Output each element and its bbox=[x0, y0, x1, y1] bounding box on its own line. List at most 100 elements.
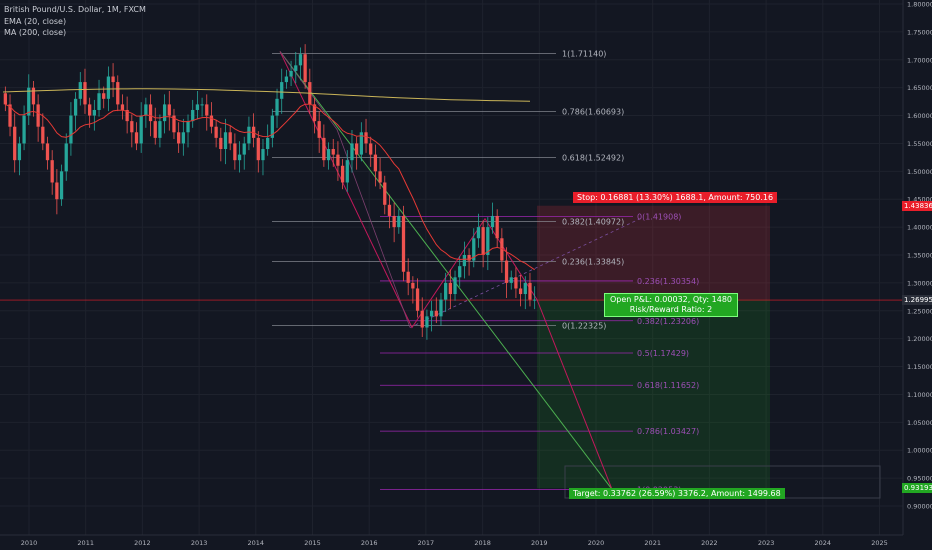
candle-body bbox=[504, 260, 509, 283]
candle-body bbox=[425, 316, 429, 328]
ema-line bbox=[5, 103, 535, 271]
green-trend-line[interactable] bbox=[279, 51, 613, 490]
price-tag: 0.93193 bbox=[902, 483, 932, 494]
y-tick-label: 1.35000 bbox=[907, 252, 932, 260]
candle-body bbox=[340, 165, 345, 183]
x-tick-label: 2016 bbox=[361, 539, 378, 547]
candle-body bbox=[429, 310, 434, 317]
candle-body bbox=[411, 282, 415, 289]
candle-body bbox=[509, 277, 513, 283]
candle-body bbox=[331, 149, 335, 155]
y-tick-label: 1.25000 bbox=[907, 307, 932, 315]
candle-body bbox=[289, 70, 293, 77]
candle-body bbox=[420, 310, 424, 328]
candle-body bbox=[322, 137, 326, 161]
candle-series bbox=[3, 44, 537, 340]
candle-body bbox=[167, 104, 171, 116]
candle-body bbox=[369, 143, 373, 155]
candle-body bbox=[247, 126, 251, 144]
candle-body bbox=[280, 82, 284, 99]
candle-body bbox=[270, 115, 274, 138]
trend-lines[interactable] bbox=[279, 51, 641, 490]
x-tick-label: 2019 bbox=[531, 539, 548, 547]
pnl-label: Open P&L: 0.00032, Qty: 1480 Risk/Reward… bbox=[604, 293, 739, 317]
x-tick-label: 2011 bbox=[77, 539, 94, 547]
red-projection-path[interactable] bbox=[279, 51, 613, 490]
ema-legend[interactable]: EMA (20, close) bbox=[4, 16, 67, 26]
candle-body bbox=[350, 143, 354, 161]
candle-body bbox=[172, 115, 176, 133]
candle-body bbox=[518, 288, 523, 295]
candle-body bbox=[102, 93, 106, 99]
symbol-title: British Pound/U.S. Dollar, 1M, FXCM bbox=[4, 5, 146, 14]
y-tick-label: 0.95000 bbox=[907, 475, 932, 483]
candle-body bbox=[41, 126, 45, 144]
candle-body bbox=[378, 171, 382, 183]
indicator-lines bbox=[2, 88, 535, 271]
candle-body bbox=[326, 149, 331, 161]
candle-body bbox=[514, 277, 518, 289]
candle-body bbox=[453, 277, 457, 295]
candle-body bbox=[481, 227, 485, 255]
fib-retracement-label: 0.786(1.60693) bbox=[562, 108, 624, 117]
x-tick-label: 2020 bbox=[588, 539, 605, 547]
channel-dashed-line[interactable] bbox=[409, 218, 641, 328]
candle-body bbox=[355, 143, 359, 155]
chart-legend: British Pound/U.S. Dollar, 1M, FXCM EMA … bbox=[4, 4, 146, 39]
candle-body bbox=[233, 143, 237, 161]
y-tick-label: 1.20000 bbox=[907, 335, 932, 343]
candle-body bbox=[528, 282, 532, 300]
target-zone[interactable] bbox=[537, 299, 770, 489]
candle-body bbox=[434, 310, 438, 317]
y-tick-label: 1.45000 bbox=[907, 196, 932, 204]
candle-body bbox=[130, 121, 134, 133]
candle-body bbox=[401, 215, 406, 272]
candle-body bbox=[458, 266, 462, 278]
risk-reward-zones[interactable] bbox=[0, 205, 903, 499]
ma-200-line bbox=[2, 88, 531, 102]
x-tick-label: 2018 bbox=[474, 539, 491, 547]
candle-body bbox=[22, 115, 26, 144]
abc-pattern-line[interactable] bbox=[279, 51, 411, 328]
candle-body bbox=[312, 104, 317, 122]
candle-body bbox=[214, 126, 218, 138]
ma-legend[interactable]: MA (200, close) bbox=[4, 28, 67, 37]
candle-body bbox=[31, 87, 36, 105]
fib-labels: 1(1.71140) 0.786(1.60693) 0.618(1.52492) 0.… bbox=[562, 49, 699, 494]
candle-body bbox=[78, 82, 82, 99]
stop-zone[interactable] bbox=[537, 205, 770, 300]
candle-body bbox=[55, 182, 59, 200]
fib-retracement-label: 0.236(1.33845) bbox=[562, 257, 624, 266]
y-tick-label: 1.70000 bbox=[907, 56, 932, 64]
candle-body bbox=[69, 115, 73, 144]
candle-body bbox=[228, 132, 232, 144]
fib-extension-label: 0.618(1.11652) bbox=[637, 381, 699, 390]
fib-extension-label: 0.786(1.03427) bbox=[637, 427, 699, 436]
candle-body bbox=[261, 149, 265, 161]
candle-body bbox=[387, 204, 392, 216]
candle-body bbox=[120, 104, 125, 110]
fib-retracement-label: 1(1.71140) bbox=[562, 49, 606, 58]
fib-extension-label: 0.5(1.17429) bbox=[637, 349, 689, 358]
candle-body bbox=[500, 238, 504, 261]
x-tick-label: 2025 bbox=[871, 539, 888, 547]
stop-label: Stop: 0.16881 (13.30%) 1688.1, Amount: 7… bbox=[573, 192, 778, 203]
candle-body bbox=[106, 76, 111, 99]
y-tick-label: 1.75000 bbox=[907, 28, 932, 36]
candle-body bbox=[83, 82, 87, 105]
fib-extension-label: 0(1.41908) bbox=[637, 212, 681, 221]
fib-retracement-label: 0.382(1.40972) bbox=[562, 218, 624, 227]
candle-body bbox=[533, 299, 537, 301]
x-tick-label: 2015 bbox=[304, 539, 321, 547]
x-tick-label: 2013 bbox=[191, 539, 208, 547]
candle-body bbox=[27, 87, 31, 116]
x-tick-label: 2012 bbox=[134, 539, 151, 547]
candle-body bbox=[439, 299, 443, 317]
candle-body bbox=[195, 104, 200, 110]
candle-body bbox=[284, 76, 289, 83]
candle-body bbox=[336, 154, 340, 166]
y-tick-label: 1.15000 bbox=[907, 363, 932, 371]
candle-body bbox=[359, 132, 363, 155]
y-tick-label: 1.55000 bbox=[907, 140, 932, 148]
